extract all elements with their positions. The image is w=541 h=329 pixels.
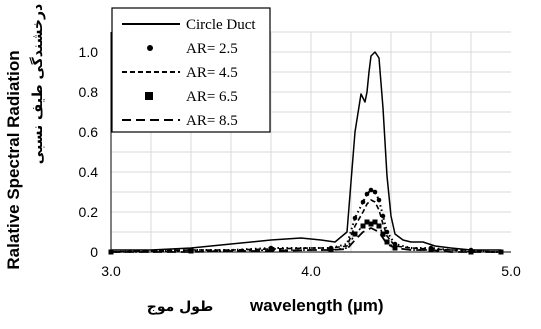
data-point [352,231,358,237]
x-tick-label: 3.0 [101,263,121,279]
x-axis-title: wavelength (µm) [249,296,384,315]
y-axis-title-fa: درخشندگی طیف نسبی [29,4,46,164]
plot-area [108,51,504,255]
data-point [380,231,386,237]
series-line-2 [110,189,501,253]
series-line-3 [110,199,501,253]
y-tick-label: 1.0 [79,44,99,60]
legend-label: AR= 2.5 [186,41,238,57]
data-point [372,189,378,195]
legend-label: AR= 8.5 [186,113,238,129]
legend-label: Circle Duct [186,17,256,33]
legend-label: AR= 6.5 [186,89,238,105]
legend-marker [147,45,153,51]
axes: 3.0 4.0 5.0 0 0.2 0.4 0.6 0.8 1.0 [79,32,521,279]
y-tick-label: 0.4 [79,164,99,180]
x-tick-label: 4.0 [301,263,321,279]
data-point [188,248,194,254]
y-tick-label: 0.2 [79,204,99,220]
y-tick-label: 0.8 [79,84,99,100]
x-axis-title-fa: طول موج [147,299,214,315]
data-point [380,213,386,219]
data-point [352,215,358,221]
legend: Circle Duct AR= 2.5 AR= 4.5 AR= 6.5 AR= 8.5 [111,7,271,133]
data-point [376,223,382,229]
y-axis-title: Ralative Spectral Radiation [4,50,23,269]
data-point [384,239,390,245]
data-point [364,191,370,197]
data-point [364,219,370,225]
y-tick-label: 0 [90,244,98,260]
legend-label: AR= 4.5 [186,65,238,81]
x-tick-label: 5.0 [501,263,521,279]
data-point [372,219,378,225]
series-line-1 [111,51,501,251]
data-point [376,197,382,203]
data-point [368,221,374,227]
legend-box [111,7,271,133]
gridlines [111,31,511,252]
data-point [328,247,334,253]
data-point [360,223,366,229]
y-tick-label: 0.6 [79,124,99,140]
data-point [360,199,366,205]
series-line-5 [111,227,501,253]
data-point [268,247,274,253]
data-point [368,187,374,193]
legend-marker [145,92,153,100]
